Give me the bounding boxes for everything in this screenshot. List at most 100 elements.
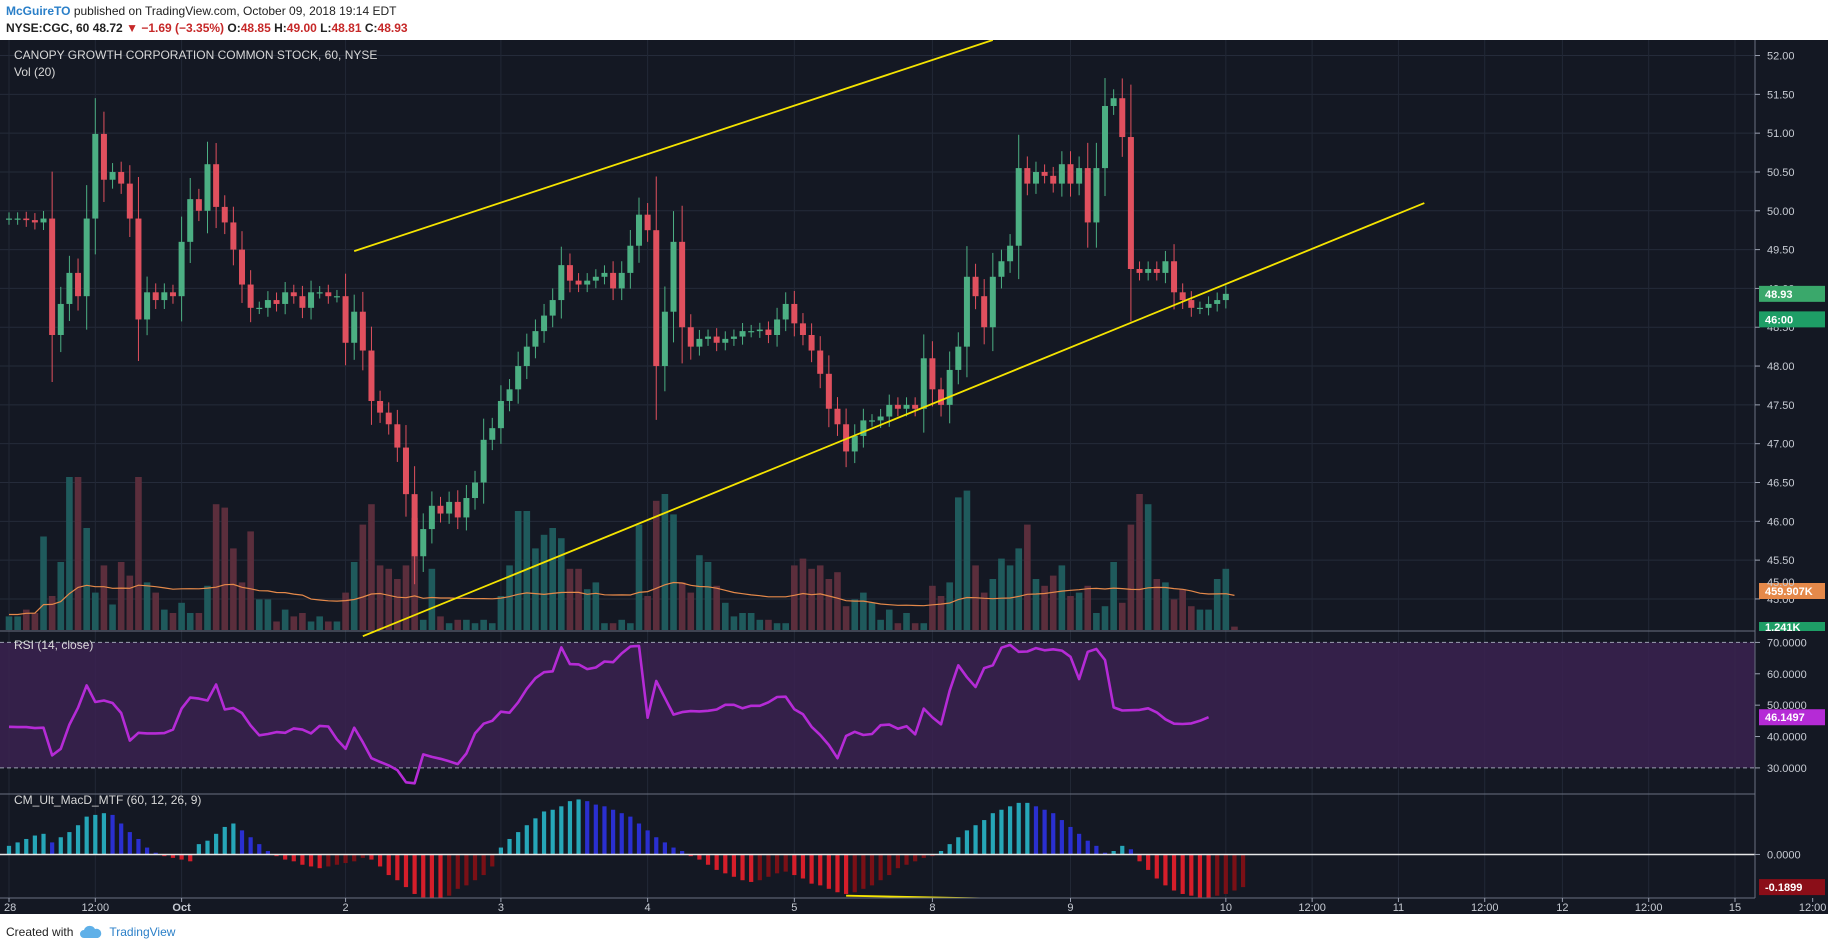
down-arrow-icon: ▼ [126,21,138,35]
macd-bar [671,847,676,855]
candle [187,199,194,242]
price-tick-1: 51.50 [1767,89,1795,101]
volume-bar [713,585,720,630]
volume-bar [609,623,617,630]
rsi-pane [0,641,1755,785]
volume-bar [100,565,108,630]
macd-bar [938,851,944,855]
volume-bar [454,619,462,630]
macd-badge-bg [1759,879,1825,896]
price-tick-3: 50.50 [1767,167,1795,179]
volume-badge-0: 459.907K [1765,586,1813,598]
candle [472,482,479,499]
volume-bar [644,596,651,630]
macd-bar [654,837,659,855]
trendline-lower[interactable] [362,202,1425,638]
macd-bar [326,854,331,867]
volume-bar [264,599,272,630]
candle [549,300,556,316]
candle [972,276,979,297]
macd-bar [999,809,1004,855]
tradingview-link[interactable]: TradingView [109,925,176,939]
candle [851,435,858,452]
rsi-tick-0: 70.0000 [1767,637,1807,649]
macd-bar [386,854,391,876]
macd-bar [1137,854,1142,862]
macd-bar [792,854,797,876]
candle [118,171,125,184]
volume-bar [48,596,56,630]
macd-bar [248,837,253,855]
candle [75,272,82,297]
candle [66,272,73,304]
open-value: 48.85 [240,21,271,35]
macd-bar [222,826,227,855]
macd-bar [1163,854,1168,886]
macd-bar [904,854,909,865]
macd-bar [800,854,806,879]
candle [541,315,548,332]
macd-bar [50,842,55,855]
macd-bar [481,854,486,876]
macd-bar [1051,813,1056,855]
close-label: C: [364,21,378,35]
candle [316,292,323,294]
volume-bar [506,565,513,630]
volume-bar [66,477,73,630]
candle [825,373,832,409]
candle [1076,168,1083,184]
candle [920,358,927,409]
time-tick-7: 8 [929,902,935,914]
volume-bar [238,582,246,630]
volume-bar [1153,579,1161,630]
volume-bar [583,589,591,630]
volume-bar [169,613,177,630]
macd-bar [541,811,547,855]
volume-bar [627,623,634,630]
volume-bar [178,602,185,630]
macd-bar [611,809,616,855]
volume-bar [1205,609,1212,630]
volume-bar [333,621,341,630]
macd-bar [447,854,452,896]
volume-bar [532,548,539,630]
candle [860,420,867,436]
macd-bar [878,854,883,881]
macd-bar [1068,826,1073,855]
volume-bar [1049,575,1057,630]
macd-bar [196,844,201,855]
macd-bar [1146,854,1151,870]
macd-bar [593,804,598,855]
macd-bar [231,823,236,855]
volume-bar [230,548,237,630]
volume-bar [135,477,142,630]
candle [1127,137,1134,270]
macd-bar [377,854,383,867]
candle [239,249,246,285]
candle [446,501,453,514]
macd-bar [964,830,970,855]
volume-bar [307,621,315,630]
candle [618,272,625,289]
candle [144,292,151,320]
macd-bar [1033,806,1039,855]
chart-canvas[interactable]: 52.0051.5051.0050.5050.0049.5049.0048.50… [0,40,1828,920]
macd-bar [41,833,46,855]
candle [791,303,798,324]
volume-bar [14,616,21,630]
volume-bar [143,582,151,630]
macd-bar [524,825,529,855]
macd-bar [818,854,823,886]
main-title: CANOPY GROWTH CORPORATION COMMON STOCK, … [14,48,377,62]
macd-bar [67,832,72,855]
trendline-upper[interactable] [353,40,994,253]
candle [981,296,988,328]
time-tick-15: 15 [1729,902,1741,914]
macd-bar [895,854,900,869]
candle [1179,292,1186,301]
author-link[interactable]: McGuireTO [6,4,71,18]
price-axis: 52.0051.5051.0050.5050.0049.5049.0048.50… [1754,40,1828,914]
volume-bar [1127,524,1135,630]
macd-bar [982,820,987,855]
macd-bar [990,813,995,855]
